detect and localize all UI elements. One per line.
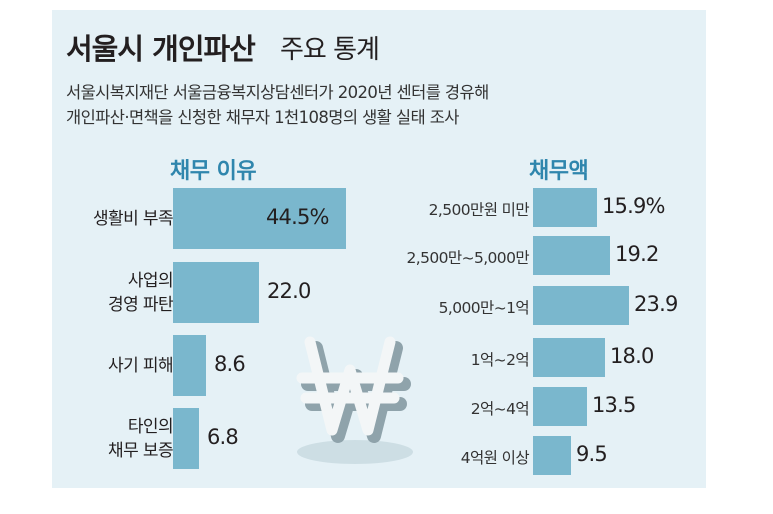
amount-category-label: 2,500만원 미만 xyxy=(428,200,530,219)
amount-bar xyxy=(533,286,629,325)
reason-value-label: 6.8 xyxy=(207,424,239,449)
reason-value-label: 44.5% xyxy=(266,204,330,229)
amount-value-label: 13.5 xyxy=(592,392,636,417)
amount-bar xyxy=(533,338,605,377)
reason-category-label: 사기 피해 xyxy=(108,355,174,376)
amount-value-label: 18.0 xyxy=(610,343,654,368)
reason-bar xyxy=(173,188,346,249)
amount-value-label: 19.2 xyxy=(615,241,659,266)
reason-category-label: 생활비 부족 xyxy=(92,208,174,229)
amount-category-label: 4억원 이상 xyxy=(460,448,530,467)
amount-category-label: 1억~2억 xyxy=(470,350,530,369)
reason-value-label: 8.6 xyxy=(214,351,246,376)
amount-category-label: 2억~4억 xyxy=(470,399,530,418)
amount-value-label: 15.9% xyxy=(602,193,666,218)
subtitle-line-2: 개인파산·면책을 신청한 채무자 1천108명의 생활 실태 조사 xyxy=(66,108,459,127)
amount-bar xyxy=(533,188,597,227)
amount-bar xyxy=(533,236,610,275)
amount-category-label: 2,500만~5,000만 xyxy=(406,248,530,267)
amount-bar xyxy=(533,436,571,475)
debt-reason-heading: 채무 이유 xyxy=(170,159,257,184)
debt-amount-heading: 채무액 xyxy=(529,159,589,184)
chart-title: 서울시 개인파산 xyxy=(66,32,256,66)
reason-value-label: 22.0 xyxy=(267,278,311,303)
reason-category-label: 사업의 경영 파탄 xyxy=(108,270,174,315)
amount-category-label: 5,000만~1억 xyxy=(438,298,530,317)
reason-bar xyxy=(173,408,199,469)
chart-title-suffix: 주요 통계 xyxy=(280,35,380,65)
amount-value-label: 23.9 xyxy=(634,291,678,316)
won-sign-icon xyxy=(296,336,413,464)
amount-bar xyxy=(533,387,587,426)
reason-bar xyxy=(173,335,206,396)
amount-value-label: 9.5 xyxy=(576,441,608,466)
subtitle-line-1: 서울시복지재단 서울금융복지상담센터가 2020년 센터를 경유해 xyxy=(66,83,489,102)
reason-category-label: 타인의 채무 보증 xyxy=(108,416,174,461)
reason-bar xyxy=(173,262,259,323)
